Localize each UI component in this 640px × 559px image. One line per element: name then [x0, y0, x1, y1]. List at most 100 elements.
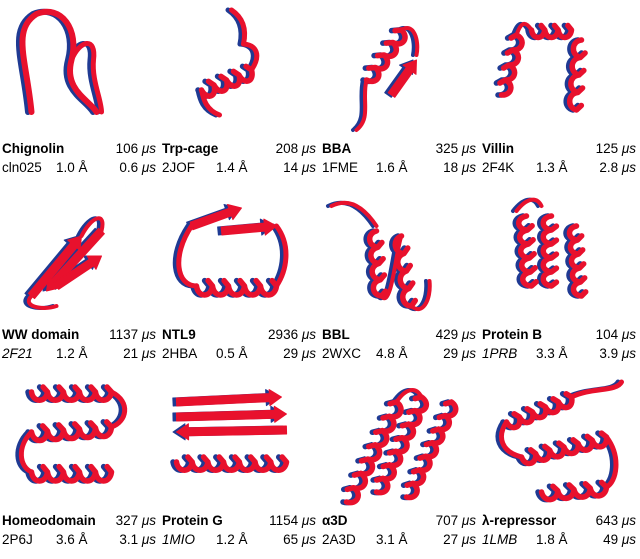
alpha-helix: [528, 22, 575, 41]
simulation-time: 125 μs: [595, 141, 636, 156]
simulated-structure: [18, 384, 128, 484]
pdb-id: 1LMB: [482, 532, 518, 547]
protein-panel: BBL 429 μs 2WXC 4.8 Å 29 μs: [320, 186, 480, 372]
folding-time: 29 μs: [443, 346, 476, 361]
alpha-helix: [566, 37, 588, 113]
alpha-helix: [497, 32, 525, 98]
pdb-id: 1PRB: [482, 346, 518, 361]
structure-overlay: [195, 7, 260, 118]
simulated-structure: [497, 21, 588, 113]
protein-panel: NTL9 2936 μs 2HBA 0.5 Å 29 μs: [160, 186, 320, 372]
pdb-id: 2F21: [2, 346, 33, 361]
protein-panel: Homeodomain 327 μs 2P6J 3.6 Å 3.1 μs: [0, 372, 160, 558]
protein-name: WW domain: [2, 327, 80, 342]
alpha-helix: [28, 419, 115, 444]
structure-overlay: [511, 197, 589, 299]
pdb-id: 2HBA: [162, 346, 198, 361]
simulated-structure: [499, 379, 624, 503]
hairpin-trace-2: [69, 41, 104, 115]
simulated-structure: [329, 200, 432, 312]
structure-overlay: [326, 200, 432, 312]
simulation-time: 429 μs: [435, 327, 476, 342]
rmsd-value: 1.2 Å: [216, 532, 248, 547]
coil-trace: [229, 7, 248, 47]
simulation-time: 643 μs: [595, 513, 636, 528]
beta-strand: [189, 204, 242, 231]
simulated-structure: [514, 197, 589, 299]
protein-name: BBL: [322, 327, 350, 342]
folding-time: 18 μs: [443, 160, 476, 175]
protein-panel: Protein B 104 μs 1PRB 3.3 Å 3.9 μs: [480, 186, 640, 372]
beta-strand: [176, 423, 288, 441]
alpha-helix: [373, 394, 430, 496]
coil-trace: [379, 234, 432, 312]
simulated-structure: [173, 389, 290, 473]
structure-overlay: [493, 21, 588, 113]
coil-trace: [499, 379, 624, 490]
rmsd-value: 1.0 Å: [56, 160, 88, 175]
pdb-id: 2A3D: [322, 532, 356, 547]
simulated-structure: [198, 7, 260, 118]
simulation-time: 1137 μs: [109, 327, 156, 342]
structure-overlay: [351, 26, 420, 132]
coil-trace: [354, 26, 420, 132]
folding-time: 65 μs: [283, 532, 316, 547]
alpha-helix: [173, 454, 290, 473]
structure-overlay: [170, 389, 290, 473]
coil-trace: [199, 41, 260, 118]
protein-panel: BBA 325 μs 1FME 1.6 Å 18 μs: [320, 0, 480, 186]
beta-strand: [175, 389, 282, 407]
pdb-id: 2F4K: [482, 160, 515, 175]
alpha-helix: [566, 223, 589, 299]
coil-trace: [514, 21, 534, 37]
alpha-helix: [392, 233, 418, 309]
beta-strand: [387, 59, 417, 98]
alpha-helix: [28, 463, 115, 484]
protein-panel: α3D 707 μs 2A3D 3.1 Å 27 μs: [320, 372, 480, 558]
protein-name: BBA: [322, 141, 352, 156]
alpha-helix: [503, 391, 575, 431]
alpha-helix: [518, 430, 610, 467]
alpha-helix: [540, 213, 560, 289]
protein-panel: Villin 125 μs 2F4K 1.3 Å 2.8 μs: [480, 0, 640, 186]
coil-trace: [176, 223, 289, 289]
pdb-id: cln025: [2, 160, 42, 175]
protein-name: NTL9: [162, 327, 196, 342]
alpha-helix: [516, 213, 539, 289]
simulation-time: 327 μs: [115, 513, 156, 528]
simulation-time: 106 μs: [115, 141, 156, 156]
rmsd-value: 3.3 Å: [536, 346, 568, 361]
beta-strand: [175, 405, 287, 423]
simulated-structure: [343, 388, 459, 506]
protein-name: α3D: [322, 513, 348, 528]
pdb-id: 2WXC: [322, 346, 362, 361]
simulation-time: 1154 μs: [269, 513, 316, 528]
simulated-structure: [19, 9, 104, 115]
folding-time: 0.6 μs: [119, 160, 156, 175]
pdb-id: 2JOF: [162, 160, 196, 175]
rmsd-value: 0.5 Å: [216, 346, 248, 361]
coil-trace: [329, 200, 379, 228]
simulation-time: 208 μs: [275, 141, 316, 156]
protein-panel: λ-repressor 643 μs 1LMB 1.8 Å 49 μs: [480, 372, 640, 558]
rmsd-value: 1.3 Å: [536, 160, 568, 175]
alpha-helix: [403, 399, 459, 501]
protein-panel: Trp-cage 208 μs 2JOF 1.4 Å 14 μs: [160, 0, 320, 186]
coil-trace: [18, 389, 128, 475]
protein-name: Trp-cage: [162, 141, 219, 156]
folding-time: 27 μs: [443, 532, 476, 547]
simulated-structure: [176, 204, 289, 298]
structure-overlay: [340, 388, 459, 506]
pdb-id: 2P6J: [2, 532, 33, 547]
rmsd-value: 1.8 Å: [536, 532, 568, 547]
rmsd-value: 1.4 Å: [216, 160, 248, 175]
protein-name: Villin: [482, 141, 515, 156]
rmsd-value: 4.8 Å: [376, 346, 408, 361]
rmsd-value: 3.1 Å: [376, 532, 408, 547]
alpha-helix: [538, 479, 610, 503]
beta-strand: [46, 227, 105, 292]
coil-trace: [514, 197, 544, 213]
protein-panel: Chignolin 106 μs cln025 1.0 Å 0.6 μs: [0, 0, 160, 186]
coil-trace: [394, 388, 424, 404]
simulated-structure: [354, 26, 420, 132]
